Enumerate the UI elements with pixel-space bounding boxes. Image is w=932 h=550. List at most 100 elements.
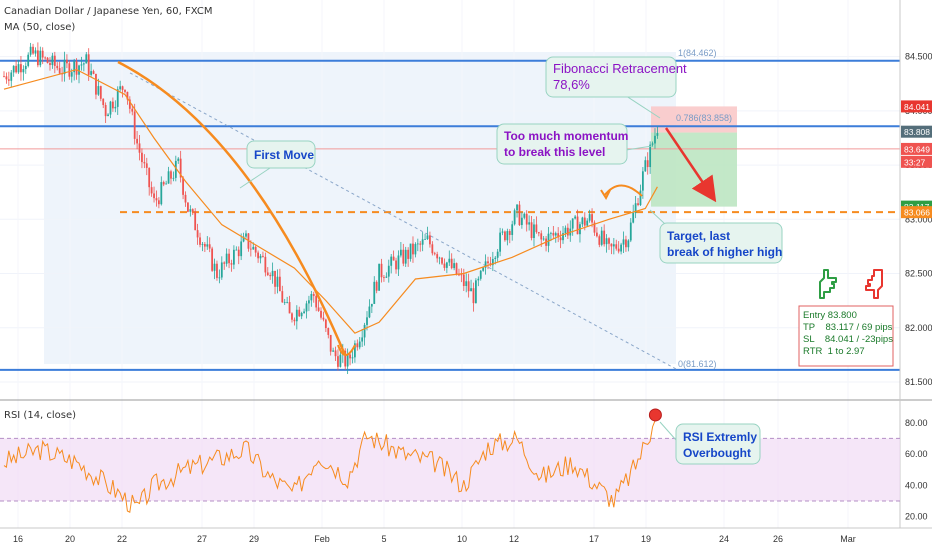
candle-body <box>632 212 635 223</box>
candle-body <box>472 288 475 304</box>
candle-body <box>216 263 218 278</box>
candle-body <box>629 222 632 241</box>
candle-body <box>75 61 78 75</box>
candle-body <box>566 227 569 236</box>
fib-zone-box <box>44 52 676 364</box>
target-callout[interactable] <box>659 222 783 264</box>
candle-body <box>78 65 80 75</box>
candle-body <box>441 257 443 264</box>
candle-body <box>426 235 429 239</box>
price-tick-label: 83.000 <box>905 214 932 224</box>
candle-body <box>53 55 56 66</box>
candle-body <box>119 86 122 90</box>
candle-body <box>20 64 22 73</box>
candle-body <box>450 258 453 269</box>
ma-legend[interactable]: MA (50, close) <box>4 22 75 33</box>
fib-callout-line1: Fibonacci Retracement <box>553 61 687 76</box>
trade-box[interactable] <box>798 305 894 367</box>
rsi-callout[interactable] <box>675 423 761 465</box>
candle-body <box>58 68 61 74</box>
first-move-callout[interactable] <box>246 140 316 169</box>
candle-body <box>557 233 560 238</box>
candle-body <box>438 257 441 259</box>
candle-body <box>339 354 342 367</box>
candle-body <box>46 57 49 64</box>
target-line1: Target, last <box>667 229 730 243</box>
candle-body <box>320 310 322 318</box>
candle-body <box>414 244 417 255</box>
target-line2: break of higher high <box>667 245 782 259</box>
candle-body <box>537 232 540 234</box>
ma-line <box>3 68 658 334</box>
candle-body <box>412 243 414 255</box>
price-badge-text: 84.041 <box>904 102 930 112</box>
candle-body <box>586 220 589 226</box>
candle-body <box>143 162 146 164</box>
rsi-callout-pointer <box>659 421 677 441</box>
candle-body <box>477 278 480 281</box>
candle-body <box>179 158 182 178</box>
price-tick-label: 84.500 <box>905 52 932 62</box>
fib-callout[interactable] <box>545 56 677 98</box>
stop-loss-zone <box>651 106 737 133</box>
rsi-tick-label: 20.00 <box>905 512 928 522</box>
candle-body <box>397 255 400 270</box>
candle-body <box>520 217 523 226</box>
candle-body <box>508 231 511 235</box>
candle-body <box>206 244 209 247</box>
candle-body <box>259 255 262 259</box>
candle-body <box>576 216 579 235</box>
candle-body <box>218 277 221 279</box>
candle-body <box>535 224 538 233</box>
candle-body <box>637 203 639 206</box>
candle-body <box>433 253 436 255</box>
candle-body <box>324 319 327 329</box>
rsi-legend[interactable]: RSI (14, close) <box>4 410 76 421</box>
trade-tp: TP 83.117 / 69 pips <box>803 322 893 333</box>
candle-body <box>220 262 223 278</box>
candle-body <box>596 232 598 237</box>
candle-body <box>92 71 95 74</box>
candle-body <box>385 276 388 278</box>
candle-body <box>431 244 434 254</box>
candle-body <box>523 213 526 218</box>
candle-body <box>138 143 141 153</box>
thumbs-up-icon <box>819 269 837 299</box>
momentum-callout[interactable] <box>496 123 628 165</box>
momentum-pointer <box>625 145 653 151</box>
candle-body <box>581 217 584 225</box>
candle-body <box>593 222 596 233</box>
candle-body <box>170 171 172 179</box>
candle-body <box>370 303 373 307</box>
candle-body <box>288 302 291 314</box>
candle-body <box>479 270 482 279</box>
symbol-title[interactable]: Canadian Dollar / Japanese Yen, 60, FXCM <box>4 6 212 17</box>
candle-body <box>383 277 385 279</box>
candle-body <box>153 193 155 199</box>
candle-body <box>126 91 129 100</box>
candle-body <box>390 256 393 266</box>
price-badge-text: 33:27 <box>904 157 926 167</box>
time-axis[interactable]: 16 20 22 27 29 Feb 5 10 12 17 19 24 26 Mar <box>13 534 856 544</box>
candle-body <box>445 262 448 268</box>
candle-body <box>516 204 518 211</box>
candle-body <box>354 343 356 358</box>
candle-body <box>41 50 44 58</box>
trade-zones <box>651 106 737 207</box>
candle-body <box>654 135 656 144</box>
rsi-axis[interactable]: 80.00 60.00 40.00 20.00 <box>905 418 928 522</box>
candle-body <box>562 233 564 241</box>
price-badge-text: 83.649 <box>904 144 930 154</box>
candle-body <box>375 281 378 291</box>
candle-body <box>600 230 603 245</box>
candle-body <box>378 263 380 291</box>
candle-body <box>27 54 30 66</box>
candle-body <box>90 71 93 75</box>
time-tick-label: 26 <box>773 534 783 544</box>
time-tick-label: 27 <box>197 534 207 544</box>
candle-body <box>174 160 177 178</box>
candle-body <box>533 224 535 239</box>
candle-body <box>300 313 303 317</box>
price-badge <box>901 100 932 113</box>
